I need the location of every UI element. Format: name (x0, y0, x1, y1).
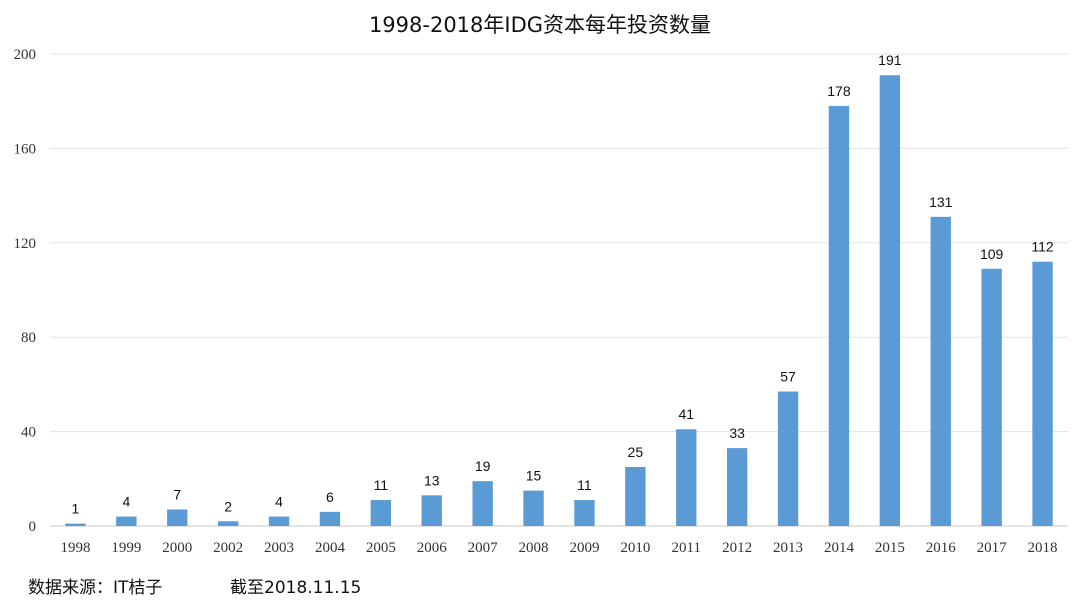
data-label: 11 (374, 477, 389, 493)
y-tick-label: 0 (29, 519, 37, 535)
x-tick-label: 2015 (875, 540, 905, 556)
y-tick-label: 40 (21, 425, 36, 441)
bar (676, 429, 697, 526)
bar (370, 500, 392, 526)
x-tick-label: 2010 (620, 540, 650, 556)
x-tick-label: 2004 (315, 540, 346, 556)
data-label: 11 (577, 477, 592, 493)
x-tick-label: 2016 (926, 540, 957, 556)
bar (116, 516, 137, 526)
bar (981, 268, 1002, 526)
source-note: 数据来源：IT桔子 (28, 578, 163, 598)
y-tick-label: 80 (21, 330, 36, 346)
x-tick-label: 2000 (162, 540, 192, 556)
x-tick-label: 2017 (977, 540, 1008, 556)
data-label: 109 (980, 246, 1004, 262)
x-tick-label: 2008 (519, 540, 549, 556)
bar (574, 500, 595, 526)
data-label: 33 (729, 425, 745, 441)
data-label: 57 (780, 368, 796, 384)
x-tick-label: 2013 (773, 540, 803, 556)
bar (828, 105, 850, 527)
bar (472, 481, 493, 526)
x-tick-label: 2002 (213, 540, 243, 556)
bar (421, 495, 442, 526)
bar (268, 516, 290, 526)
bar (777, 391, 799, 526)
x-tick-label: 2005 (366, 540, 396, 556)
data-label: 131 (929, 194, 953, 210)
bar (625, 467, 646, 526)
bar (879, 75, 901, 527)
bar (217, 521, 239, 526)
x-tick-label: 2007 (468, 540, 499, 556)
x-tick-label: 2012 (722, 540, 752, 556)
data-label: 6 (326, 489, 334, 505)
data-label: 191 (878, 52, 902, 68)
bar (523, 490, 544, 526)
data-label: 4 (275, 494, 283, 510)
x-tick-label: 1998 (60, 540, 90, 556)
bar (167, 509, 188, 526)
data-label: 2 (224, 498, 232, 514)
y-tick-label: 200 (14, 47, 37, 63)
bar (319, 511, 341, 526)
x-tick-label: 2009 (569, 540, 599, 556)
bar (1032, 261, 1053, 526)
x-tick-label: 2006 (417, 540, 448, 556)
data-label: 41 (678, 406, 694, 422)
chart-title: 1998-2018年IDG资本每年投资数量 (368, 13, 712, 37)
bar (930, 216, 951, 526)
data-label: 178 (827, 83, 851, 99)
bar (65, 523, 86, 526)
data-label: 15 (526, 468, 542, 484)
data-label: 1 (72, 501, 80, 517)
data-label: 7 (173, 486, 181, 502)
x-tick-label: 2011 (672, 540, 701, 556)
x-tick-label: 1999 (111, 540, 141, 556)
data-label: 19 (475, 458, 491, 474)
x-tick-label: 2018 (1028, 540, 1058, 556)
bar (726, 448, 748, 526)
date-note: 截至2018.11.15 (230, 578, 362, 598)
data-label: 25 (628, 444, 644, 460)
data-label: 13 (424, 472, 440, 488)
x-tick-label: 2003 (264, 540, 294, 556)
data-label: 4 (122, 494, 130, 510)
x-tick-label: 2014 (824, 540, 855, 556)
y-tick-label: 120 (14, 236, 37, 252)
data-label: 112 (1031, 239, 1054, 255)
y-tick-label: 160 (14, 141, 37, 157)
